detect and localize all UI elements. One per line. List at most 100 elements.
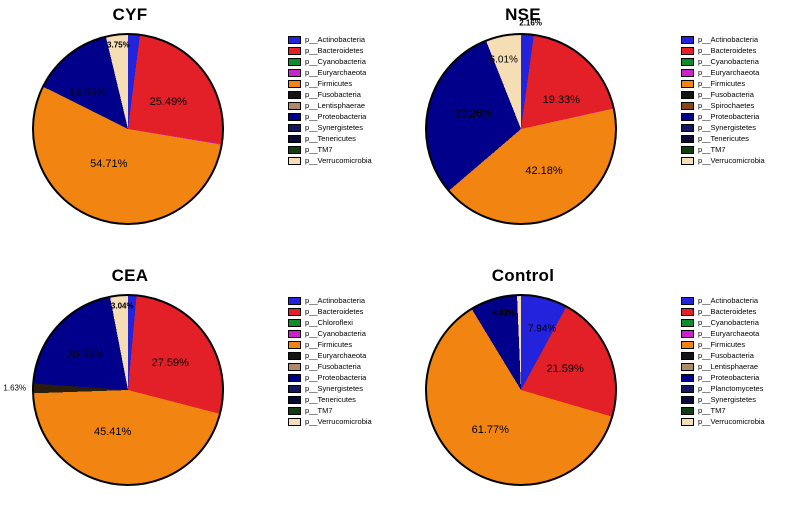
- slice-label-firmicutes: 45.41%: [93, 426, 132, 439]
- legend-label: p__Firmicutes: [698, 340, 746, 349]
- slice-label-firmicutes: 54.71%: [90, 157, 128, 170]
- chart-body-nse: 2.16% 19.33% 42.18% 30.26% 6.01% p__Acti…: [393, 19, 787, 225]
- legend-item: p__Euryarchaeota: [681, 329, 765, 338]
- legend-swatch: [288, 318, 301, 327]
- chart-body-cyf: 3.75% 25.49% 54.71% 13.89% p__Actinobact…: [0, 33, 393, 225]
- legend-item: p__Bacteroidetes: [288, 46, 372, 55]
- legend-label: p__Verrucomicrobia: [305, 417, 372, 426]
- legend-item: p__Tenericutes: [288, 134, 372, 143]
- legend-swatch: [681, 296, 694, 305]
- slice-label-bacteroidetes: 19.33%: [542, 94, 580, 107]
- legend-item: p__Proteobacteria: [681, 373, 765, 382]
- legend-item: p__TM7: [681, 145, 765, 154]
- legend-label: p__TM7: [305, 145, 333, 154]
- legend-item: p__Synergistetes: [288, 123, 372, 132]
- legend-item: p__TM7: [288, 145, 372, 154]
- slice-label-verrucomicrobia: 6.01%: [489, 54, 518, 66]
- legend-swatch: [681, 101, 694, 110]
- legend-swatch: [681, 156, 694, 165]
- legend-label: p__Euryarchaeota: [305, 68, 367, 77]
- legend-item: p__Proteobacteria: [288, 112, 372, 121]
- legend-swatch: [288, 112, 301, 121]
- legend-item: p__Fusobacteria: [681, 90, 765, 99]
- legend-item: p__Cyanobacteria: [288, 57, 372, 66]
- legend-label: p__TM7: [698, 406, 726, 415]
- legend-swatch: [681, 417, 694, 426]
- legend-label: p__Planctomycetes: [698, 384, 764, 393]
- legend-item: p__Euryarchaeota: [681, 68, 765, 77]
- legend-swatch: [288, 46, 301, 55]
- legend-swatch: [681, 112, 694, 121]
- slice-label-verrucomicrobia: 3.04%: [110, 301, 134, 311]
- legend-item: p__Firmicutes: [681, 79, 765, 88]
- chart-title-cea: CEA: [111, 266, 149, 285]
- chart-title-control: Control: [491, 266, 555, 285]
- legend-swatch: [288, 145, 301, 154]
- legend-swatch: [681, 57, 694, 66]
- legend-label: p__Firmicutes: [698, 79, 746, 88]
- chart-block-cea: CEA 3.04% 27.59% 45.41% 1.63% 20.88% p__…: [0, 261, 393, 523]
- legend-swatch: [681, 351, 694, 360]
- legend-label: p__Verrucomicrobia: [698, 417, 765, 426]
- legend-item: p__Proteobacteria: [681, 112, 765, 121]
- legend-label: p__Synergistetes: [698, 395, 756, 404]
- legend-swatch: [288, 417, 301, 426]
- legend-swatch: [288, 134, 301, 143]
- legend-swatch: [288, 329, 301, 338]
- legend-label: p__Proteobacteria: [698, 112, 760, 121]
- legend-swatch: [288, 296, 301, 305]
- legend-item: p__Cyanobacteria: [288, 329, 372, 338]
- legend-label: p__Proteobacteria: [305, 373, 367, 382]
- legend-label: p__Fusobacteria: [698, 351, 754, 360]
- legend-swatch: [288, 123, 301, 132]
- legend-item: p__Actinobacteria: [681, 35, 765, 44]
- legend-item: p__Bacteroidetes: [681, 307, 765, 316]
- legend-label: p__Euryarchaeota: [698, 68, 760, 77]
- chart-block-control: Control 7.94% 21.59% 61.77% 8.03% p__Act…: [393, 261, 787, 523]
- legend-swatch: [288, 68, 301, 77]
- legend-label: p__TM7: [698, 145, 726, 154]
- slice-label-bacteroidetes: 27.59%: [151, 357, 189, 370]
- chart-body-control: 7.94% 21.59% 61.77% 8.03% p__Actinobacte…: [393, 294, 787, 486]
- legend-item: p__Actinobacteria: [288, 296, 372, 305]
- legend-item: p__Tenericutes: [681, 134, 765, 143]
- legend-label: p__Tenericutes: [305, 134, 356, 143]
- legend-item: p__Lentisphaerae: [288, 101, 372, 110]
- slice-label-proteobacteria: 8.03%: [492, 308, 516, 318]
- legend-item: p__Bacteroidetes: [681, 46, 765, 55]
- legend-item: p__Chloroflexi: [288, 318, 372, 327]
- pie-wrap-nse: 2.16% 19.33% 42.18% 30.26% 6.01%: [425, 19, 617, 225]
- legend-item: p__Synergistetes: [681, 395, 765, 404]
- legend-item: p__Euryarchaeota: [288, 351, 372, 360]
- legend-control: p__Actinobacteria p__Bacteroidetes p__Cyan…: [681, 296, 765, 426]
- slice-label-proteobacteria: 30.26%: [454, 107, 492, 120]
- legend-label: p__TM7: [305, 406, 333, 415]
- legend-item: p__Proteobacteria: [288, 373, 372, 382]
- legend-swatch: [288, 340, 301, 349]
- legend-swatch: [288, 362, 301, 371]
- legend-label: p__Verrucomicrobia: [305, 156, 372, 165]
- legend-swatch: [288, 373, 301, 382]
- legend-swatch: [681, 406, 694, 415]
- pie-wrap-cyf: 3.75% 25.49% 54.71% 13.89%: [32, 33, 224, 225]
- legend-label: p__Verrucomicrobia: [698, 156, 765, 165]
- legend-swatch: [681, 145, 694, 154]
- pie-chart-cyf: [32, 33, 224, 225]
- legend-swatch: [681, 318, 694, 327]
- legend-swatch: [288, 101, 301, 110]
- legend-label: p__Fusobacteria: [305, 362, 361, 371]
- legend-label: p__Fusobacteria: [305, 90, 361, 99]
- pie-chart-control: [425, 294, 617, 486]
- legend-item: p__Firmicutes: [288, 79, 372, 88]
- legend-label: p__Bacteroidetes: [698, 307, 757, 316]
- legend-label: p__Cyanobacteria: [698, 57, 759, 66]
- legend-item: p__Actinobacteria: [288, 35, 372, 44]
- legend-swatch: [681, 123, 694, 132]
- legend-label: p__Euryarchaeota: [305, 351, 367, 360]
- legend-swatch: [681, 35, 694, 44]
- legend-item: p__Lentisphaerae: [681, 362, 765, 371]
- legend-swatch: [681, 362, 694, 371]
- legend-swatch: [681, 340, 694, 349]
- legend-label: p__Synergistetes: [305, 123, 363, 132]
- legend-item: p__Fusobacteria: [288, 362, 372, 371]
